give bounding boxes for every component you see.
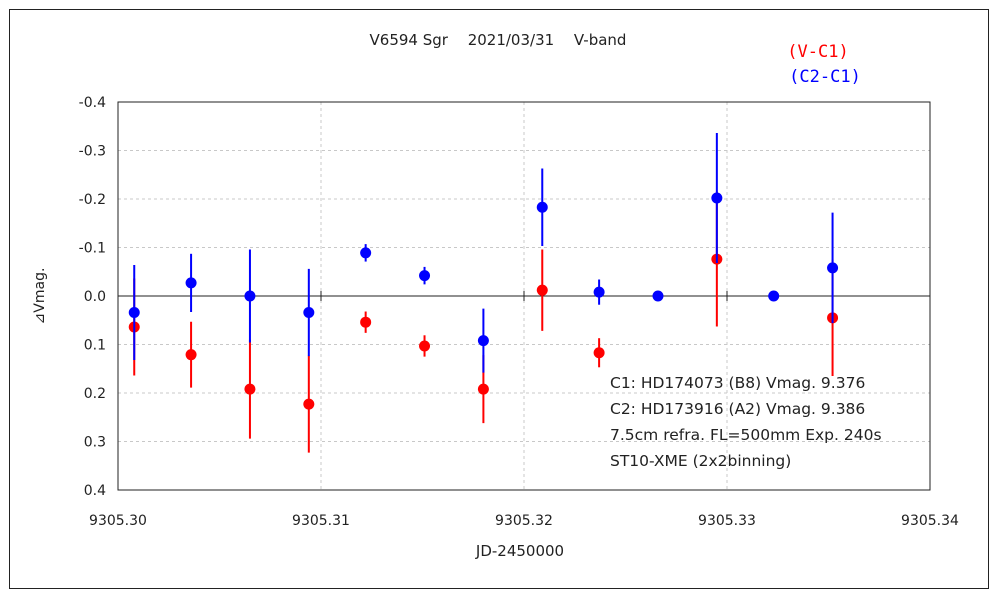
x-tick-label: 9305.31: [292, 513, 350, 529]
axis-layer: [117, 291, 931, 301]
y-tick-label: 0.0: [84, 289, 106, 305]
data-point-v-c1: [303, 398, 315, 410]
annotation-camera: ST10-XME (2x2binning): [610, 452, 791, 470]
annotation-c2: C2: HD173916 (A2) Vmag. 9.386: [610, 400, 865, 418]
legend-v-c1: (V-C1): [787, 42, 848, 62]
x-tick-label: 9305.34: [901, 513, 959, 529]
y-axis-label: ⊿Vmag.: [32, 268, 48, 325]
data-point-c2-c1: [128, 306, 140, 318]
data-point-c2-c1: [536, 201, 548, 213]
annotation-telescope: 7.5cm refra. FL=500mm Exp. 240s: [610, 426, 882, 444]
data-point-v-c1: [185, 349, 197, 361]
data-point-c2-c1: [477, 335, 489, 347]
y-tick-label: 0.2: [84, 386, 106, 402]
data-point-c2-c1: [827, 262, 839, 274]
data-point-c2-c1: [244, 290, 256, 302]
y-tick-labels: -0.4 -0.3 -0.2 -0.1 0.0 0.1 0.2 0.3 0.4: [79, 95, 106, 499]
chart-frame: [9, 9, 989, 589]
data-point-v-c1: [419, 340, 431, 352]
data-point-c2-c1: [652, 290, 664, 302]
data-point-v-c1: [536, 284, 548, 296]
x-tick-label: 9305.32: [495, 513, 553, 529]
y-tick-label: 0.3: [84, 435, 106, 451]
y-tick-label: -0.3: [79, 144, 106, 160]
y-tick-label: 0.4: [84, 483, 106, 499]
data-point-c2-c1: [768, 290, 780, 302]
x-tick-label: 9305.30: [89, 513, 147, 529]
data-point-v-c1: [360, 316, 372, 328]
y-tick-label: 0.1: [84, 338, 106, 354]
data-point-c2-c1: [711, 192, 723, 204]
series-layer: [128, 133, 839, 453]
data-point-c2-c1: [593, 286, 605, 298]
chart-title: V6594 Sgr 2021/03/31 V-band: [370, 31, 627, 49]
data-point-v-c1: [244, 383, 256, 395]
data-point-v-c1: [593, 347, 605, 359]
x-tick-labels: 9305.30 9305.31 9305.32 9305.33 9305.34: [89, 513, 959, 529]
y-tick-label: -0.2: [79, 192, 106, 208]
y-tick-label: -0.4: [79, 95, 106, 111]
x-tick-label: 9305.33: [698, 513, 756, 529]
data-point-c2-c1: [419, 270, 431, 282]
data-point-c2-c1: [185, 277, 197, 289]
data-point-c2-c1: [303, 306, 315, 318]
data-point-v-c1: [477, 383, 489, 395]
data-point-c2-c1: [360, 247, 372, 259]
x-axis-label: JD-2450000: [475, 542, 564, 560]
y-tick-label: -0.1: [79, 241, 106, 257]
legend-c2-c1: (C2-C1): [789, 67, 861, 87]
annotation-c1: C1: HD174073 (B8) Vmag. 9.376: [610, 374, 865, 392]
